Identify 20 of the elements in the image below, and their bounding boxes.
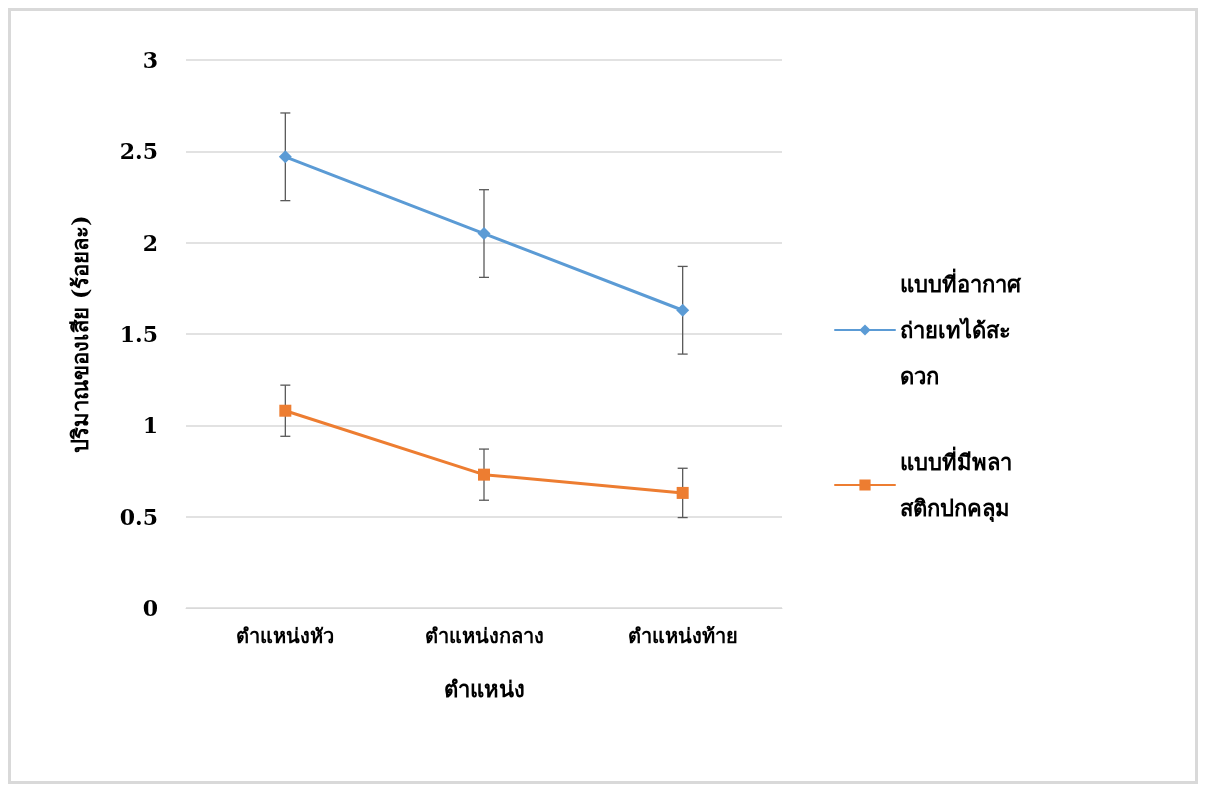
y-tick-label: 1.5 xyxy=(119,321,158,347)
legend-label: แบบที่มีพลาสติกปกคลุม xyxy=(900,446,1012,523)
y-tick-label: 3 xyxy=(142,47,158,73)
y-tick-label: 1 xyxy=(142,412,158,439)
y-tick-label: 2 xyxy=(142,229,158,256)
point xyxy=(478,468,490,481)
y-tick-label: 0.5 xyxy=(119,503,158,530)
point xyxy=(477,227,491,241)
x-tick-label: ตำแหน่งกลาง xyxy=(424,624,544,648)
point xyxy=(278,150,292,164)
x-tick-label: ตำแหน่งหัว xyxy=(236,624,335,648)
point xyxy=(279,404,292,417)
y-tick-label: 2.5 xyxy=(119,138,158,165)
point xyxy=(676,486,689,499)
x-axis-title: ตำแหน่ง xyxy=(443,676,525,702)
point xyxy=(676,303,690,317)
y-tick-label: 0 xyxy=(142,595,158,621)
legend-label: แบบที่อากาศถ่ายเทได้สะดวก xyxy=(900,268,1022,389)
y-axis-title: ปริมาณของเสีย (ร้อยละ) xyxy=(67,215,93,453)
x-tick-label: ตำแหน่งท้าย xyxy=(627,624,738,648)
